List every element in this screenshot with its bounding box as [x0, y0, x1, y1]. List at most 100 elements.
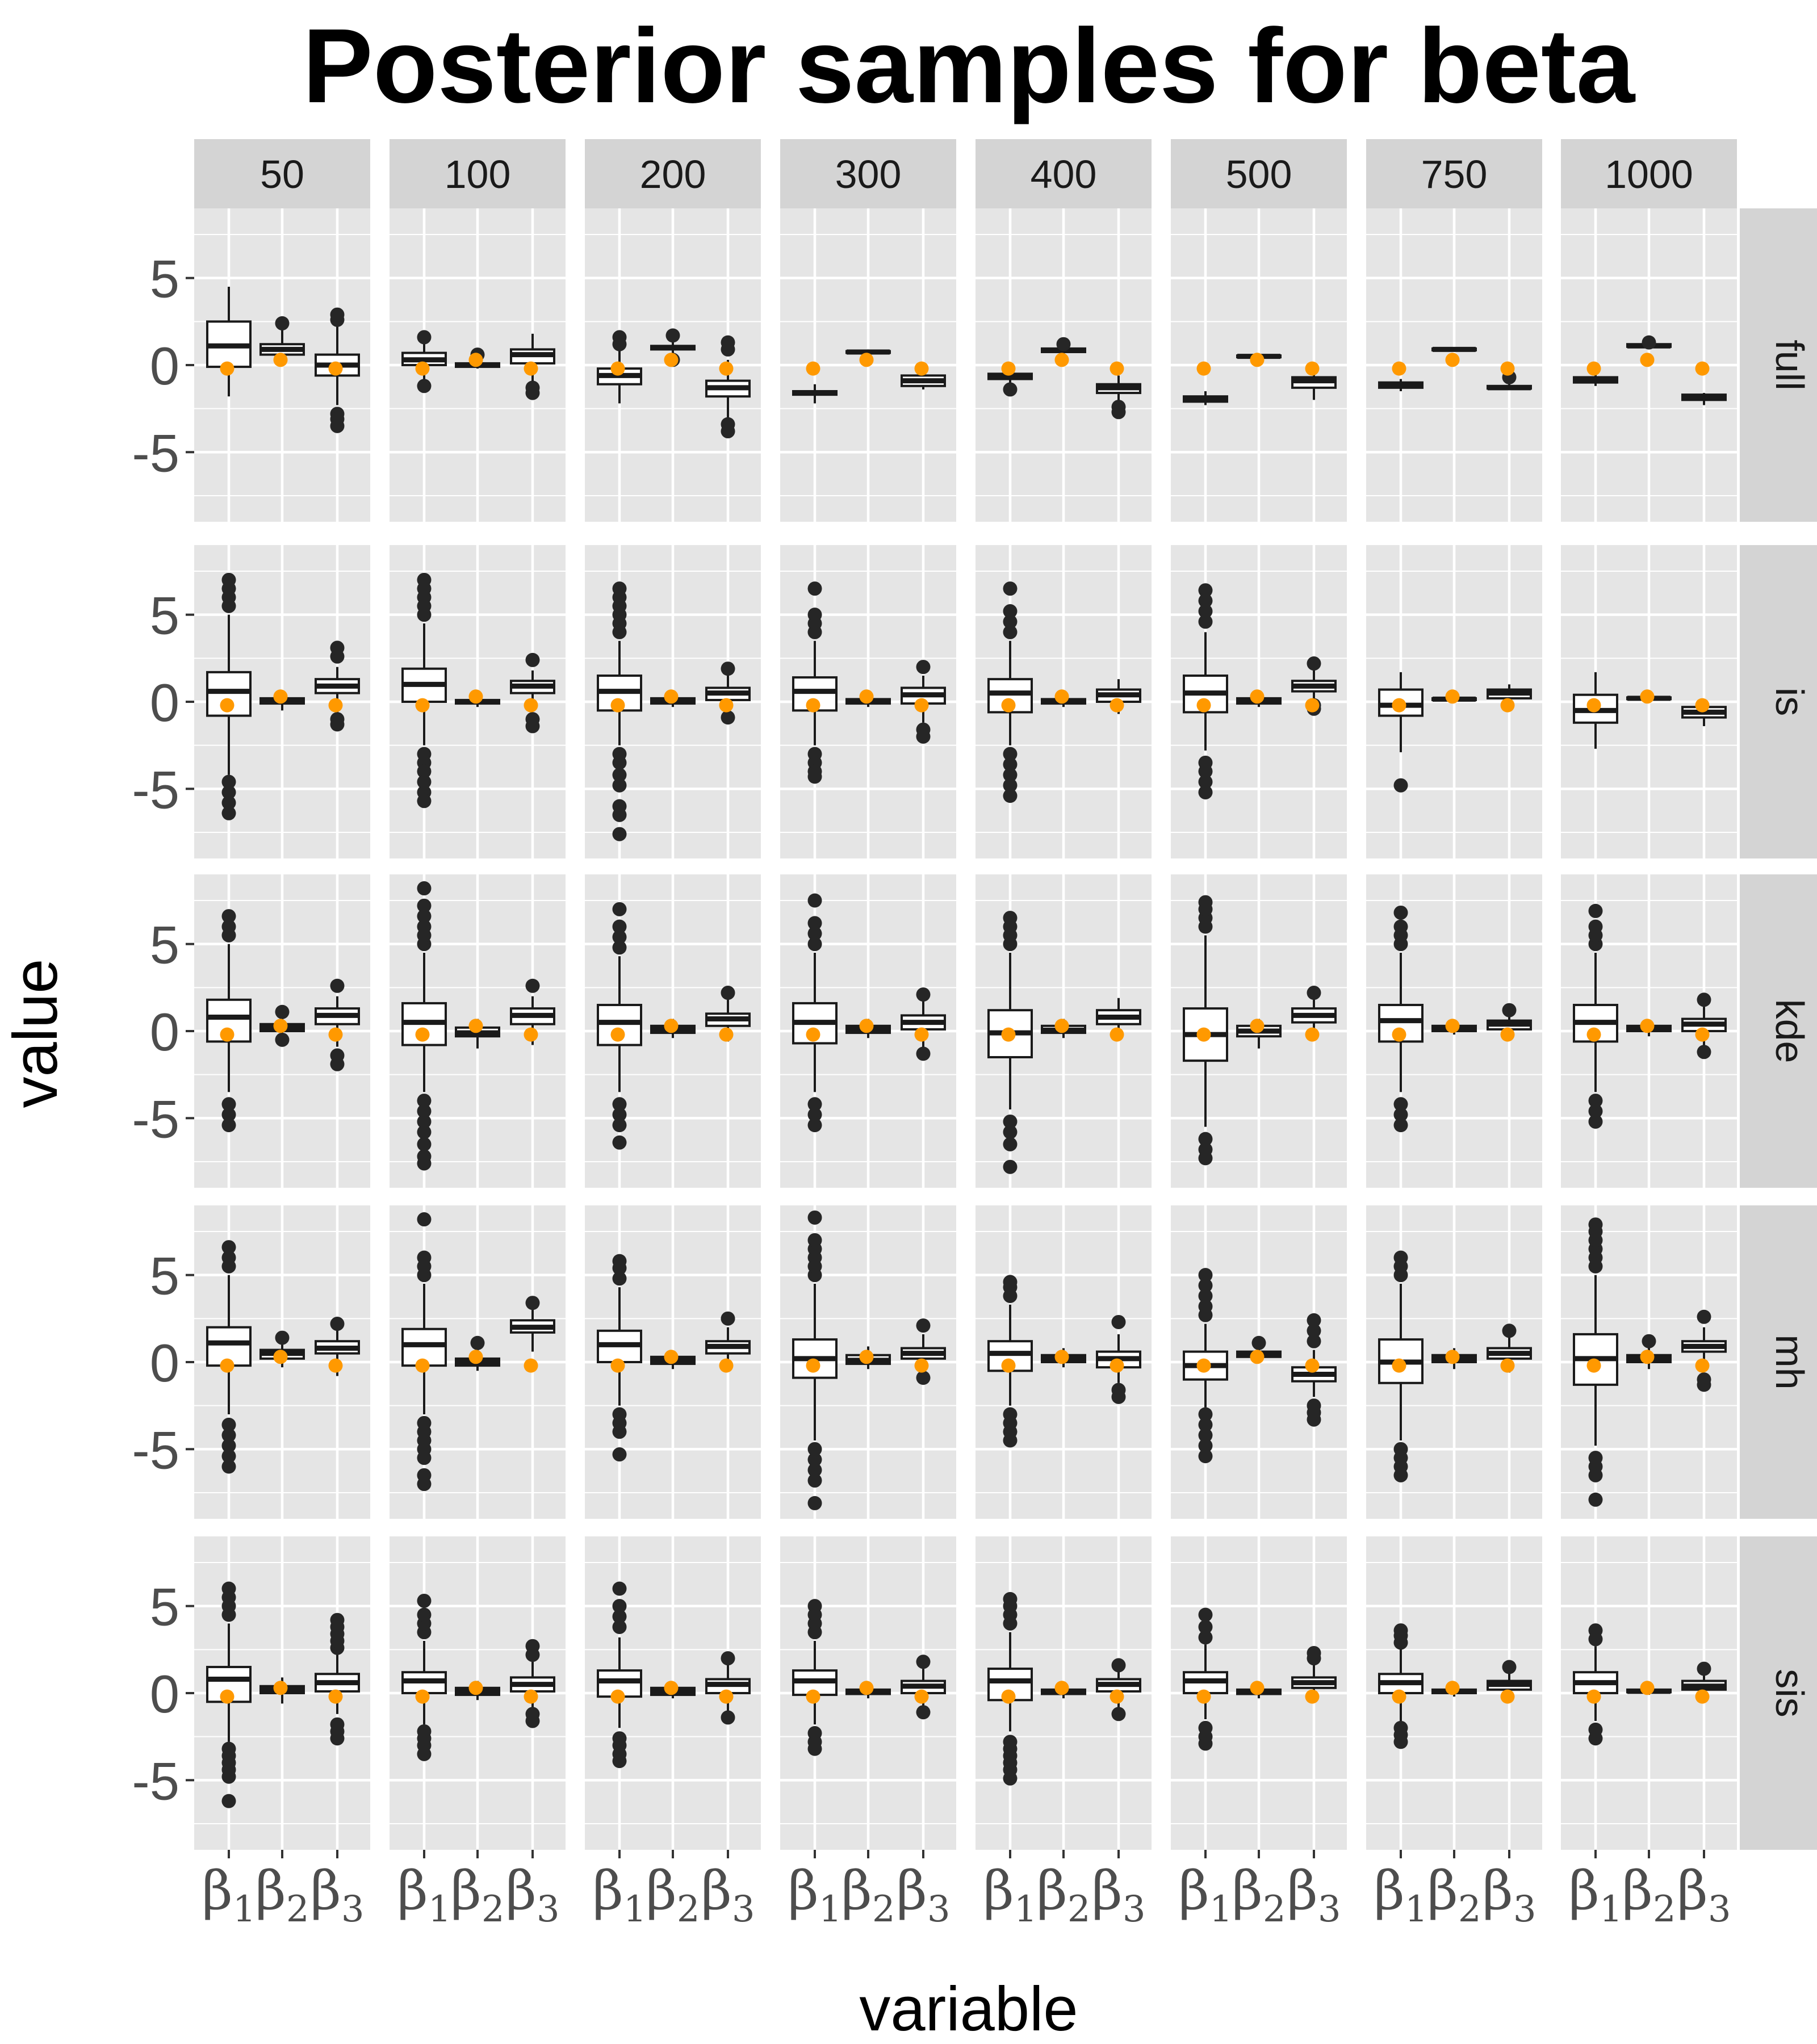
outlier-point	[1003, 778, 1018, 793]
true-value-point	[806, 1027, 820, 1042]
true-value-point	[524, 1027, 538, 1042]
y-tick-label: 5	[150, 249, 179, 309]
true-value-point	[859, 1350, 874, 1364]
true-value-point	[1250, 1681, 1265, 1695]
outlier-point	[612, 1581, 627, 1596]
box-is-750-beta1	[1378, 672, 1424, 793]
strips-layer: 50 100 200 300 400 500 750 1000 full is kde mh sis	[194, 139, 1817, 1850]
outlier-point	[417, 774, 432, 789]
outlier-point	[221, 1449, 236, 1464]
column-strip-label-50: 50	[260, 152, 304, 196]
outlier-point	[1198, 895, 1213, 910]
true-value-point	[664, 689, 679, 704]
true-value-point	[719, 698, 734, 713]
box-sis-50-beta3	[315, 1612, 360, 1746]
box-kde-300-beta1	[792, 893, 838, 1133]
true-value-point	[1392, 1358, 1406, 1373]
outlier-point	[1003, 1159, 1018, 1174]
true-value-point	[524, 1689, 538, 1704]
boxes-mh-50	[206, 1240, 360, 1474]
column-strip-label-400: 400	[1031, 152, 1097, 196]
chart-title: Posterior samples for beta	[303, 7, 1636, 125]
outlier-point	[1003, 1125, 1018, 1140]
box-mh-200-beta2	[650, 1350, 696, 1369]
x-tick-label: β1	[202, 1860, 256, 1930]
box-mh-200-beta3	[705, 1311, 751, 1373]
outlier-point	[1003, 1591, 1018, 1606]
x-tick-label: β3	[505, 1860, 559, 1930]
box-sis-1000-beta2	[1626, 1681, 1672, 1695]
true-value-point	[1305, 1027, 1320, 1042]
x-tick-label: β2	[450, 1860, 504, 1930]
outlier-point	[1198, 1407, 1213, 1422]
true-value-point	[1196, 1358, 1211, 1373]
true-value-point	[1500, 1689, 1515, 1704]
row-strip-mh	[1740, 1205, 1817, 1519]
box-full-500-beta3	[1291, 361, 1337, 400]
true-value-point	[1392, 1689, 1406, 1704]
outlier-point	[221, 1428, 236, 1443]
true-value-point	[1001, 1689, 1016, 1704]
outlier-point	[1393, 1097, 1408, 1112]
true-value-point	[415, 1027, 430, 1042]
box-kde-50-beta1	[206, 909, 252, 1133]
true-value-point	[719, 1027, 734, 1042]
box-sis-750-beta1	[1378, 1623, 1424, 1749]
outlier-point	[275, 1032, 290, 1047]
box-is-100-beta1	[401, 572, 447, 809]
outlier-point	[1198, 1619, 1213, 1634]
outlier-point	[417, 379, 432, 393]
true-value-point	[719, 1358, 734, 1373]
outlier-point	[417, 1250, 432, 1265]
box-full-50-beta2	[259, 316, 305, 367]
box-is-500-beta2	[1236, 689, 1282, 707]
row-strip-sis	[1740, 1536, 1817, 1850]
y-axis-layer: 5 0 -5 5 0 -5 5 0 -5 5 0 -5 5 0 -5	[132, 249, 194, 1811]
row-strip-is	[1740, 545, 1817, 858]
outlier-point	[665, 328, 680, 343]
box-sis-400-beta2	[1041, 1681, 1086, 1699]
y-tick-label: 5	[150, 1246, 179, 1306]
true-value-point	[273, 1681, 288, 1695]
box-is-100-beta3	[510, 652, 555, 734]
outlier-point	[1198, 764, 1213, 779]
true-value-point	[524, 1358, 538, 1373]
outlier-point	[417, 572, 432, 587]
box-kde-300-beta3	[901, 987, 946, 1061]
outlier-point	[612, 1118, 627, 1133]
outlier-point	[1393, 1468, 1408, 1482]
true-value-point	[664, 353, 679, 367]
row-strip-label-mh: mh	[1768, 1334, 1812, 1389]
outlier-point	[1003, 747, 1018, 761]
true-value-point	[664, 1681, 679, 1695]
outlier-point	[1056, 337, 1071, 351]
outlier-point	[612, 330, 627, 345]
box-kde-500-beta3	[1291, 986, 1337, 1042]
true-value-point	[806, 361, 820, 376]
true-value-point	[415, 1358, 430, 1373]
box-mh-750-beta1	[1378, 1250, 1424, 1482]
outlier-point	[417, 1114, 432, 1129]
outlier-point	[612, 1609, 627, 1624]
boxes-is-200	[597, 581, 751, 841]
x-tick-label: β1	[592, 1860, 646, 1930]
true-value-point	[859, 1681, 874, 1695]
outlier-point	[330, 418, 345, 433]
outlier-point	[721, 335, 735, 350]
outlier-point	[221, 806, 236, 820]
outlier-point	[221, 1417, 236, 1432]
column-strip-label-100: 100	[445, 152, 511, 196]
true-value-point	[1640, 1350, 1655, 1364]
outlier-point	[721, 1710, 735, 1725]
column-strip-200	[585, 139, 761, 208]
box-mh-300-beta3	[901, 1318, 946, 1385]
true-value-point	[1640, 353, 1655, 367]
row-strip-label-sis: sis	[1768, 1669, 1812, 1718]
x-tick-label: β2	[841, 1860, 895, 1930]
true-value-point	[914, 698, 929, 713]
outlier-point	[417, 1607, 432, 1622]
outlier-point	[721, 661, 735, 676]
outlier-point	[721, 424, 735, 439]
box-kde-400-beta1	[987, 911, 1033, 1174]
true-value-point	[1695, 1689, 1710, 1704]
